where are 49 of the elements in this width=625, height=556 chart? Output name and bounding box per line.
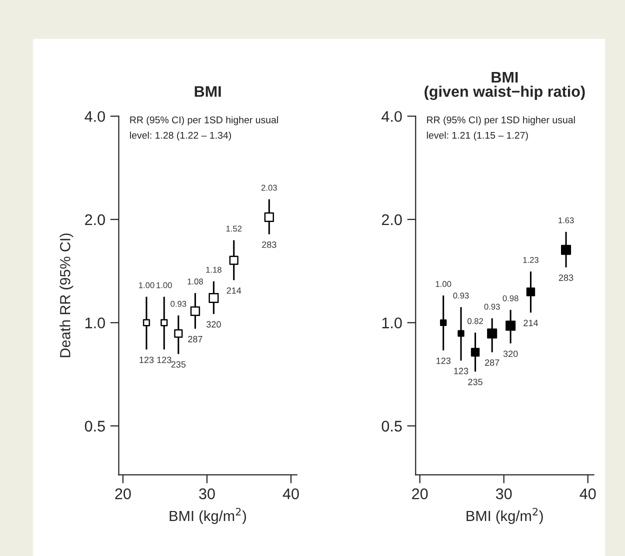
x-tick-label: 20	[115, 488, 131, 500]
annotation: 320	[503, 350, 518, 357]
x-tick-label: 20	[412, 488, 428, 500]
annotation: 0.93	[484, 304, 500, 310]
y-tick-label: 2.0	[85, 214, 105, 226]
y-tick-label: 0.5	[84, 420, 105, 432]
x-tick-label: 30	[496, 488, 512, 500]
annotation: 235	[468, 378, 482, 386]
annotation: 1.08	[188, 278, 203, 284]
annotation: 1.00	[436, 281, 452, 287]
y-axis-title: Death RR (95% CI)	[60, 234, 74, 358]
y-tick-label: 4.0	[382, 111, 402, 122]
annotation: 1.00	[156, 282, 172, 288]
annotation: 1.63	[558, 217, 574, 224]
annotation: 214	[524, 320, 538, 326]
y-tick-label: 0.5	[382, 420, 402, 432]
annotation: 0.98	[502, 295, 518, 302]
y-tick-label: 2.0	[382, 214, 402, 226]
chart-title: BMI (given waist−hip ratio)	[424, 72, 585, 100]
annotation: 1.52	[226, 226, 242, 232]
annotation: 1.18	[206, 266, 222, 273]
annotation: 283	[262, 241, 276, 248]
y-tick-label: 1.0	[85, 318, 105, 328]
y-tick-label: 4.0	[84, 111, 105, 122]
annotation: 214	[226, 287, 242, 294]
annotation: 320	[206, 321, 221, 328]
annotation: 123	[157, 356, 172, 364]
annotation: 123	[436, 358, 450, 364]
x-axis-title: BMI (kg/m$^{2}$)	[170, 508, 246, 524]
annotation: 123	[454, 368, 468, 374]
x-tick-label: 30	[199, 488, 215, 500]
annotation: 1.23	[523, 257, 538, 263]
x-tick-label: 40	[580, 488, 596, 500]
annotation: 235	[171, 361, 186, 368]
annotation: 0.82	[467, 318, 483, 324]
x-tick-label: 40	[282, 488, 299, 500]
annotation: 2.03	[261, 184, 277, 191]
annotation: RR (95% CI) per 1SD higher usual level: 1.28 (1.22 – 1.34)	[130, 116, 278, 141]
annotation: 0.93	[453, 292, 469, 299]
annotation: 123	[140, 356, 154, 364]
annotation: 0.93	[170, 300, 186, 307]
y-tick-label: 1.0	[382, 318, 402, 328]
chart-title: BMI	[194, 86, 221, 97]
x-axis-title: BMI (kg/m$^{2}$)	[466, 508, 543, 524]
annotation: 287	[485, 359, 500, 366]
annotation: 287	[188, 336, 202, 342]
annotation: 1.00	[139, 282, 154, 288]
annotation: 283	[558, 274, 574, 281]
annotation: RR (95% CI) per 1SD higher usual level: 1.21 (1.15 – 1.27)	[426, 116, 575, 141]
